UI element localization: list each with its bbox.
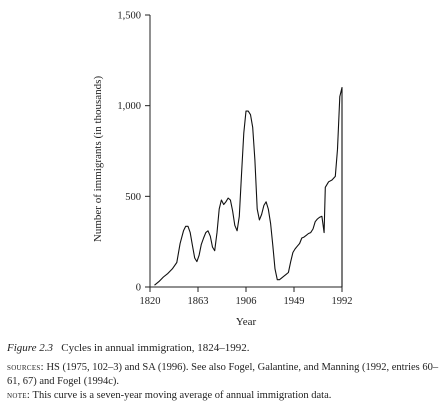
immigration-chart: 0 500 1,000 1,500 1820 1863 1906 1949 1992 Numb… bbox=[92, 11, 353, 329]
x-tick-label: 1949 bbox=[284, 296, 305, 307]
note-label: note: bbox=[7, 390, 31, 401]
note-text: This curve is a seven-year moving averag… bbox=[32, 390, 332, 401]
x-tick-label: 1863 bbox=[188, 296, 209, 307]
figure-label: Figure 2.3 bbox=[7, 342, 54, 354]
x-tick-label: 1820 bbox=[140, 296, 161, 307]
x-axis-label: Year bbox=[236, 316, 257, 328]
immigration-series-line bbox=[154, 86, 343, 287]
y-axis-ticks: 0 500 1,000 1,500 bbox=[117, 11, 150, 294]
x-axis-ticks: 1820 1863 1906 1949 1992 bbox=[140, 287, 353, 307]
sources-label: sources: bbox=[7, 362, 44, 373]
figure-note: note: This curve is a seven-year moving … bbox=[7, 389, 439, 403]
y-tick-label: 1,000 bbox=[117, 101, 141, 112]
y-axis-label: Number of immigrants (in thousands) bbox=[92, 76, 104, 243]
x-tick-label: 1906 bbox=[236, 296, 257, 307]
sources-text: HS (1975, 102–3) and SA (1996). See also… bbox=[7, 362, 439, 387]
y-tick-label: 500 bbox=[125, 192, 141, 203]
figure-caption-title: Figure 2.3 Cycles in annual immigration,… bbox=[7, 341, 439, 355]
figure-title: Cycles in annual immigration, 1824–1992. bbox=[61, 342, 250, 354]
y-tick-label: 1,500 bbox=[117, 11, 141, 22]
figure-sources: sources: HS (1975, 102–3) and SA (1996).… bbox=[7, 361, 439, 389]
y-tick-label: 0 bbox=[136, 283, 141, 294]
x-tick-label: 1992 bbox=[332, 296, 353, 307]
